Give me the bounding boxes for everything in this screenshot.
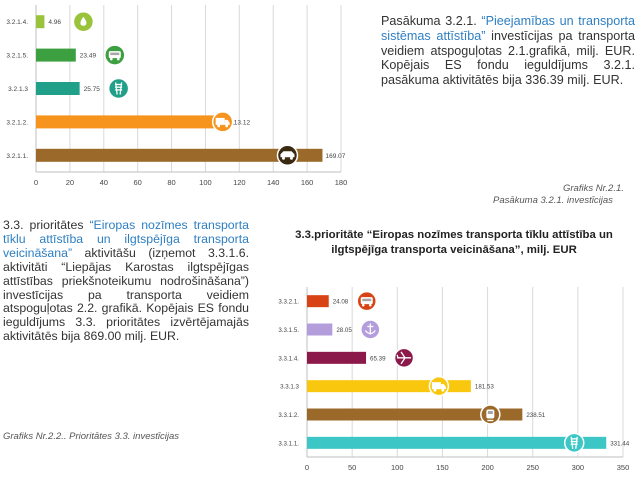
category-label: 3.3.1.3 [280,384,299,391]
bus-icon [104,44,126,66]
category-label: 3.2.1.1. [6,153,28,160]
port-icon [360,319,381,340]
car-icon [276,144,299,167]
data-label: 25.75 [84,86,101,93]
chart1-caption-number: Grafiks Nr.2.1. [563,183,624,194]
x-tick-label: 80 [167,178,175,187]
rail-icon [563,432,585,454]
x-tick-label: 120 [233,178,246,187]
x-tick-label: 20 [66,178,74,187]
category-label: 3.3.1.5. [278,327,299,334]
paragraph-measure-3-2-1: Pasākuma 3.2.1. “Pieejamības un transpor… [381,14,635,88]
bar [36,15,45,29]
category-label: 3.2.1.5. [6,53,28,60]
data-label: 28.05 [336,327,352,334]
category-label: 3.3.2.1. [278,299,299,306]
truck-icon [211,111,234,133]
bar [307,436,607,449]
category-label: 3.3.1.2. [278,412,299,419]
x-tick-label: 60 [133,178,141,187]
category-label: 3.3.1.1. [278,440,299,447]
chart2-title: 3.3.prioritāte “Eiropas nozīmes transpor… [295,229,613,256]
data-label: 181.53 [475,384,494,391]
x-tick-label: 100 [199,178,212,187]
x-tick-label: 180 [335,178,348,187]
x-tick-label: 0 [305,463,309,472]
x-tick-label: 0 [34,178,38,187]
chart2-caption: Grafiks Nr.2.2.. Prioritātes 3.3. invest… [3,431,179,442]
chart-3-3-investments: 0 50 100 150 200 250 300 350 3.3.2.1. 24.08 3.3.1.… [278,287,630,472]
x-tick-label: 200 [481,463,494,472]
x-tick-label: 250 [526,463,539,472]
p1-text-end: investīcijas pa transporta veidiem atspo… [381,28,635,88]
p2-text-end: aktivitāšu (izņemot 3.3.1.6. aktivitāti … [3,245,249,344]
x-tick-label: 40 [100,178,108,187]
data-label: 113.12 [231,119,251,126]
data-label: 169.07 [325,153,345,160]
x-tick-label: 350 [617,463,630,472]
p2-priority-name: “Eiropas nozīmes transporta tīklu attīst… [3,218,249,260]
bar [307,295,329,308]
plane-icon [393,347,415,369]
category-label: 3.2.1.2. [6,119,28,126]
rail-icon [107,77,130,100]
bar [36,82,80,95]
p1-measure-name: “Pieejamības un transporta sistēmas attī… [381,14,635,43]
bar [307,351,367,364]
truck-icon [428,375,450,397]
data-label: 4.96 [48,19,61,26]
x-tick-label: 100 [391,463,404,472]
x-tick-label: 150 [436,463,449,472]
data-label: 24.08 [333,299,349,306]
water-drop-icon [72,10,95,33]
bar [36,48,76,62]
chart1-caption-title: Pasākuma 3.2.1. investīcijas [493,195,613,206]
paragraph-priority-3-3: 3.3. prioritātes “Eiropas nozīmes transp… [3,218,249,344]
chart-3-2-1-investments: 0 20 40 60 80 100 120 140 160 180 3.2.1.4. 4.96 3.2.… [6,5,348,187]
bar [307,408,523,421]
tram-icon [480,404,501,425]
category-label: 3.3.1.4. [278,355,299,362]
bar [307,323,333,336]
data-label: 23.49 [80,53,97,60]
p2-text-start: 3.3. prioritātes [3,218,90,232]
bar [36,115,228,129]
x-tick-label: 50 [348,463,356,472]
category-label: 3.2.1.3 [8,86,28,93]
data-label: 331.44 [610,440,629,447]
bus-icon [356,290,377,312]
data-label: 65.39 [370,355,386,362]
p1-text-start: Pasākuma 3.2.1. [381,14,482,28]
bar [36,148,323,162]
x-tick-label: 300 [572,463,585,472]
category-label: 3.2.1.4. [6,19,28,26]
x-tick-label: 160 [301,178,314,187]
data-label: 238.51 [526,412,545,419]
x-tick-label: 140 [267,178,280,187]
